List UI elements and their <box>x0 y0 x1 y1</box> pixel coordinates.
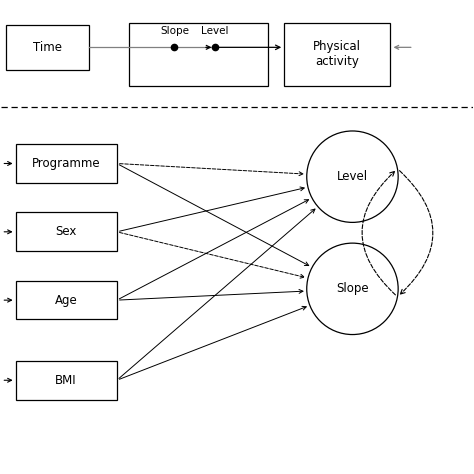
Text: BMI: BMI <box>55 374 77 387</box>
Bar <box>16 212 117 251</box>
Text: Sex: Sex <box>55 225 77 238</box>
Circle shape <box>307 243 398 335</box>
Bar <box>16 281 117 319</box>
Bar <box>128 23 268 86</box>
Text: Physical
activity: Physical activity <box>313 40 361 68</box>
Text: Level: Level <box>201 27 228 36</box>
Text: Time: Time <box>33 41 62 54</box>
Circle shape <box>307 131 398 222</box>
Text: Programme: Programme <box>32 157 100 170</box>
Text: Slope: Slope <box>336 283 369 295</box>
Bar <box>6 25 89 70</box>
Bar <box>16 361 117 400</box>
Text: Age: Age <box>55 294 78 307</box>
Text: Level: Level <box>337 170 368 183</box>
Bar <box>16 144 117 183</box>
Text: Slope: Slope <box>160 27 189 36</box>
Bar <box>284 23 390 86</box>
